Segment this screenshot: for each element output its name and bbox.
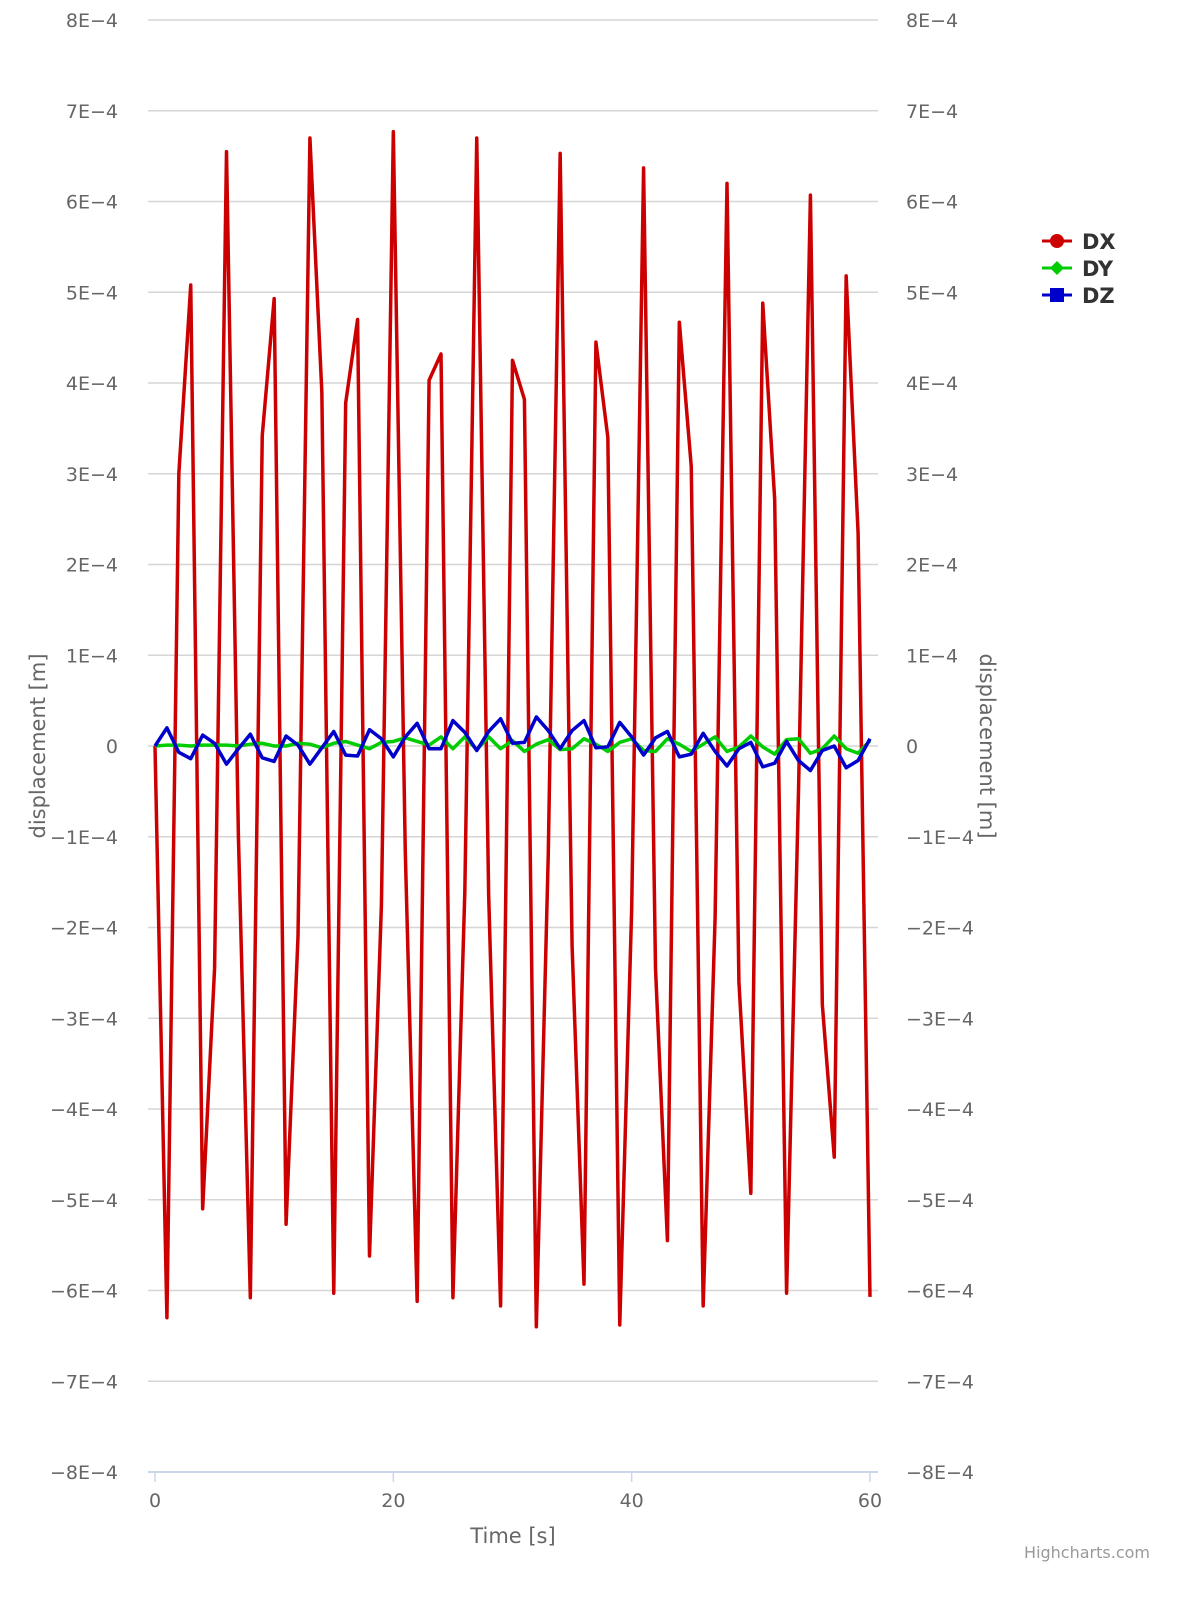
y-tick-label-right: −7E−4	[906, 1371, 974, 1393]
y-tick-label: −8E−4	[50, 1462, 118, 1484]
y-tick-label: −1E−4	[50, 827, 118, 849]
square-marker-icon	[1050, 288, 1064, 302]
y-tick-label-right: −3E−4	[906, 1008, 974, 1030]
y-tick-label-right: −5E−4	[906, 1190, 974, 1212]
legend-label: DZ	[1082, 284, 1115, 308]
diamond-marker-icon	[1050, 261, 1064, 275]
y-tick-label: 4E−4	[66, 373, 118, 395]
y-tick-label: 7E−4	[66, 101, 118, 123]
y-axis-right: 8E−4 7E−4 6E−4 5E−4 4E−4 3E−4 2E−4 1E−4 0 −1E−4 −2…	[906, 10, 974, 1484]
y-tick-label: −2E−4	[50, 918, 118, 940]
y-axis-left: 8E−4 7E−4 6E−4 5E−4 4E−4 3E−4 2E−4 1E−4 0 −1E−4 −2…	[50, 10, 118, 1484]
y-tick-label: 2E−4	[66, 555, 118, 577]
y-tick-label: −5E−4	[50, 1190, 118, 1212]
x-tick-label: 0	[149, 1490, 161, 1512]
y-tick-label-right: −8E−4	[906, 1462, 974, 1484]
y-tick-label-right: −6E−4	[906, 1281, 974, 1303]
legend: DX DY DZ	[1042, 230, 1116, 308]
y-tick-label-right: 8E−4	[906, 10, 958, 32]
y-tick-label-right: 6E−4	[906, 192, 958, 214]
y-tick-label: 1E−4	[66, 645, 118, 667]
legend-item-dx[interactable]: DX	[1042, 230, 1116, 254]
y-tick-label: −4E−4	[50, 1099, 118, 1121]
x-axis-title: Time [s]	[469, 1524, 555, 1548]
x-tick-label: 20	[381, 1490, 405, 1512]
y-tick-label-right: 1E−4	[906, 645, 958, 667]
series-line-dy	[154, 734, 872, 756]
y-tick-label: −3E−4	[50, 1008, 118, 1030]
legend-item-dy[interactable]: DY	[1042, 257, 1114, 281]
circle-marker-icon	[1050, 234, 1064, 248]
y-tick-label: 8E−4	[66, 10, 118, 32]
legend-label: DY	[1082, 257, 1114, 281]
y-tick-label: 6E−4	[66, 192, 118, 214]
series-line-dx	[153, 129, 872, 1329]
y-tick-label: 0	[106, 736, 118, 758]
y-tick-label-right: 4E−4	[906, 373, 958, 395]
x-tick-label: 60	[858, 1490, 882, 1512]
y-tick-label-right: 0	[906, 736, 918, 758]
series-line-dz	[153, 715, 872, 773]
x-tick-label: 40	[620, 1490, 644, 1512]
y-tick-label-right: 3E−4	[906, 464, 958, 486]
y-tick-label-right: −4E−4	[906, 1099, 974, 1121]
y-tick-label: 3E−4	[66, 464, 118, 486]
legend-item-dz[interactable]: DZ	[1042, 284, 1115, 308]
y-tick-label-right: 5E−4	[906, 282, 958, 304]
series-group	[153, 129, 872, 1329]
y-tick-label: 5E−4	[66, 282, 118, 304]
y-tick-label-right: −2E−4	[906, 918, 974, 940]
x-axis: 0 20 40 60	[149, 1472, 882, 1512]
y-tick-label: −7E−4	[50, 1371, 118, 1393]
y-tick-label-right: 7E−4	[906, 101, 958, 123]
y-axis-title-right: displacement [m]	[975, 653, 999, 838]
y-tick-label-right: −1E−4	[906, 827, 974, 849]
y-axis-title-left: displacement [m]	[26, 653, 50, 838]
credits-link[interactable]: Highcharts.com	[1024, 1543, 1150, 1562]
y-tick-label-right: 2E−4	[906, 555, 958, 577]
legend-label: DX	[1082, 230, 1116, 254]
y-tick-label: −6E−4	[50, 1281, 118, 1303]
